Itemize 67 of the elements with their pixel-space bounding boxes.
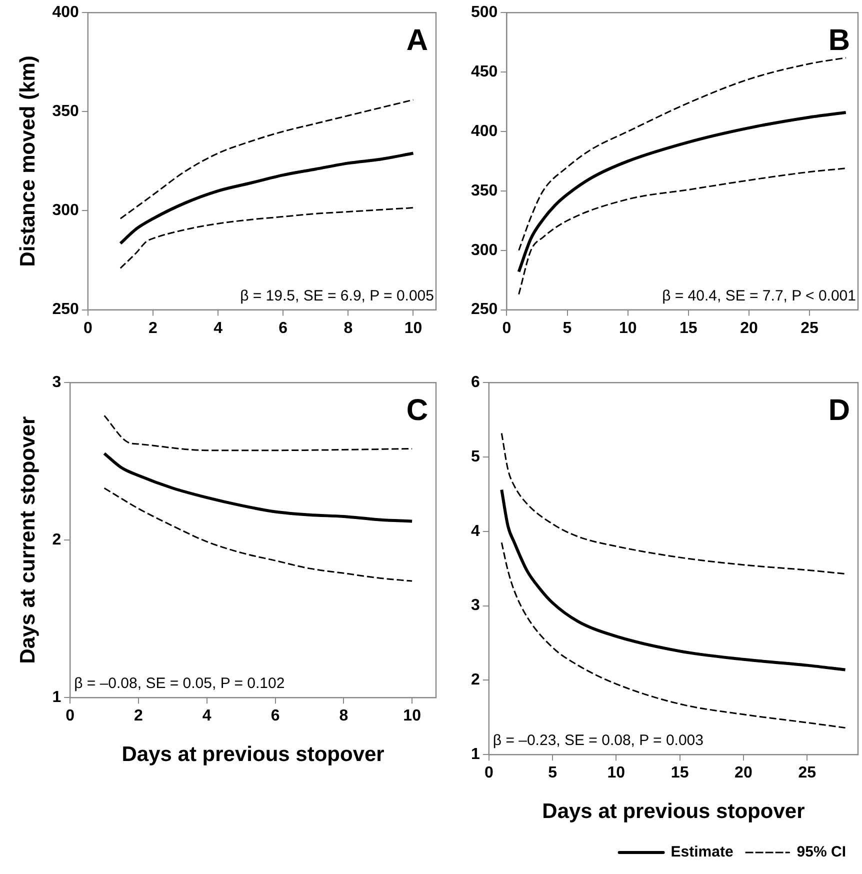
x-tick-label: 10 (403, 708, 422, 725)
legend-label: 95% CI (796, 844, 846, 861)
x-tick-label: 10 (618, 320, 637, 337)
x-tick-label: 5 (562, 320, 572, 337)
line-series (104, 487, 413, 582)
x-tick-label: 8 (339, 708, 348, 725)
line-series (500, 432, 846, 575)
x-tick-label: 2 (134, 708, 144, 725)
x-tick-label: 25 (798, 764, 816, 782)
y-tick-label: 250 (470, 301, 498, 318)
legend-label: Estimate (670, 844, 734, 861)
x-tick-label: 0 (484, 764, 494, 782)
y-tick-label: 1 (470, 746, 480, 764)
x-tick-label: 25 (800, 320, 819, 337)
line-series (120, 99, 414, 220)
x-tick-label: 10 (607, 764, 626, 782)
x-tick-label: 20 (740, 320, 758, 337)
x-tick-label: 15 (680, 320, 698, 337)
y-tick-label: 400 (52, 4, 79, 22)
y-axis-title: Distance moved (km) (16, 56, 40, 267)
y-tick-label: 450 (470, 63, 498, 80)
x-tick-label: 5 (548, 764, 558, 782)
x-axis-title: Days at previous stopover (122, 743, 384, 766)
y-tick-label: 4 (470, 522, 480, 540)
y-tick-label: 1 (52, 689, 62, 706)
y-axis-title: Days at current stopover (16, 416, 40, 664)
line-series (500, 488, 847, 672)
x-axis-title: Days at previous stopover (542, 800, 805, 824)
y-tick-label: 300 (470, 242, 498, 259)
y-tick-label: 5 (470, 448, 480, 466)
y-tick-label: 2 (470, 672, 480, 689)
x-tick-label: 6 (270, 708, 280, 725)
x-tick-label: 4 (214, 320, 223, 337)
y-tick-label: 400 (470, 122, 498, 140)
y-tick-label: 300 (52, 202, 79, 220)
y-tick-label: 3 (52, 374, 62, 392)
line-series (518, 57, 847, 252)
line-series (102, 452, 414, 523)
x-tick-label: 6 (278, 320, 288, 337)
y-tick-label: 6 (470, 374, 480, 392)
x-tick-label: 0 (83, 320, 92, 337)
y-tick-label: 3 (470, 597, 480, 614)
annotation: β = 40.4, SE = 7.7, P < 0.001 (662, 287, 856, 304)
x-tick-label: 8 (344, 320, 353, 337)
y-tick-label: 2 (52, 532, 62, 549)
annotation: A (406, 24, 428, 57)
annotation: C (406, 394, 428, 427)
y-tick-label: 350 (470, 182, 498, 200)
x-tick-label: 20 (734, 764, 752, 782)
line-series (500, 542, 846, 729)
y-tick-label: 500 (470, 4, 498, 22)
line-series (118, 152, 415, 245)
x-tick-label: 4 (202, 708, 212, 725)
x-tick-label: 2 (148, 320, 158, 337)
x-tick-label: 0 (502, 320, 512, 337)
x-tick-label: 10 (404, 320, 422, 337)
x-tick-label: 15 (670, 764, 689, 782)
y-tick-label: 350 (52, 103, 79, 120)
annotation: β = 19.5, SE = 6.9, P = 0.005 (240, 287, 434, 304)
annotation: D (828, 394, 850, 427)
line-series (120, 207, 414, 269)
y-tick-label: 250 (52, 301, 79, 318)
line-series (517, 110, 848, 274)
annotation: β = –0.08, SE = 0.05, P = 0.102 (74, 675, 285, 692)
annotation: β = –0.23, SE = 0.08, P = 0.003 (492, 732, 704, 750)
x-tick-label: 0 (66, 708, 75, 725)
annotation: B (828, 24, 850, 57)
